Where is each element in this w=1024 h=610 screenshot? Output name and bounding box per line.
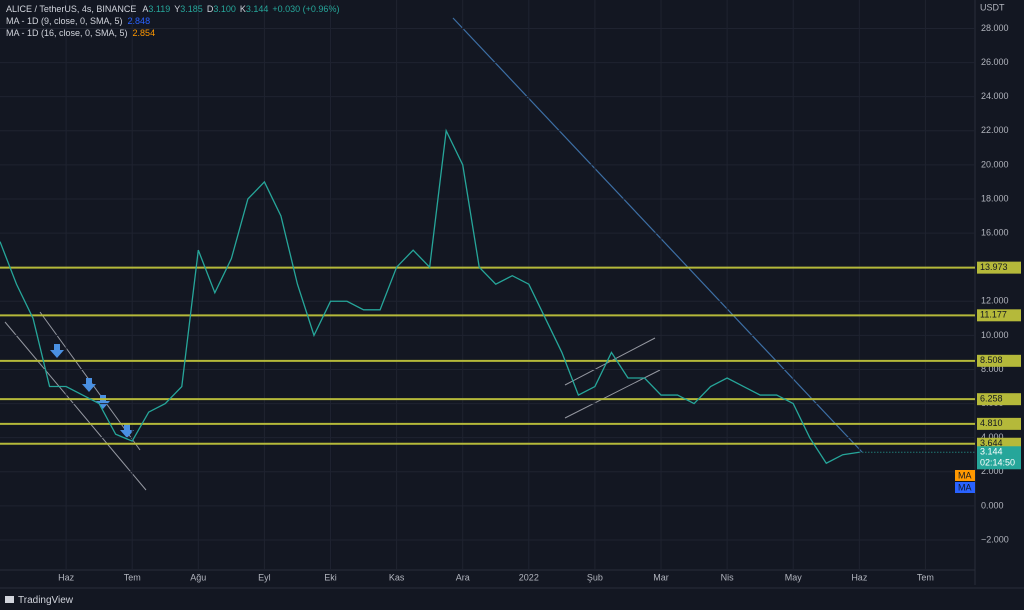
symbol: ALICE / TetherUS, 4s, BINANCE: [6, 4, 137, 14]
indicator-name: MA - 1D (9, close, 0, SMA, 5): [6, 16, 123, 26]
x-tick-label: May: [785, 572, 803, 582]
legend: ALICE / TetherUS, 4s, BINANCE A3.119 Y3.18…: [6, 3, 343, 39]
footer: TradingView: [18, 595, 74, 606]
indicator-row: MA - 1D (16, close, 0, SMA, 5) 2.854: [6, 27, 343, 39]
level-tag: [977, 354, 1021, 367]
level-label: 8.508: [980, 355, 1003, 365]
ma-badge: [955, 482, 975, 493]
y-tick-label: 22.000: [981, 125, 1009, 135]
y-tick-label: 18.000: [981, 193, 1009, 203]
indicator-value: 2.848: [127, 16, 151, 26]
x-tick-label: Kas: [389, 572, 405, 582]
x-tick-label: Eki: [324, 572, 337, 582]
last-price-label: 3.144: [980, 447, 1003, 457]
arrows: [50, 344, 134, 438]
indicator-name: MA - 1D (16, close, 0, SMA, 5): [6, 28, 128, 38]
y-tick-label: −2.000: [981, 534, 1009, 544]
level-label: 13.973: [980, 262, 1008, 272]
legend-row: ALICE / TetherUS, 4s, BINANCE A3.119 Y3.18…: [6, 3, 343, 15]
x-tick-label: Tem: [917, 572, 934, 582]
y-tick-label: 4.000: [981, 432, 1004, 442]
x-tick-label: Haz: [851, 572, 868, 582]
level-label: 11.177: [980, 310, 1007, 320]
ohlc-value: 3.144: [245, 4, 269, 14]
level-tag: [977, 393, 1021, 406]
level-tag: [977, 417, 1021, 430]
y-tick-label: 16.000: [981, 227, 1009, 237]
level-label: 6.258: [980, 394, 1003, 404]
channel-line: [4, 321, 147, 491]
indicator-row: MA - 1D (9, close, 0, SMA, 5) 2.848: [6, 15, 343, 27]
level-tag: [977, 309, 1021, 322]
ma-badge: [955, 470, 975, 481]
x-tick-label: Nis: [721, 572, 734, 582]
ohlc-key: K: [239, 4, 246, 14]
ohlc-key: Y: [174, 4, 181, 14]
price-line: [0, 128, 860, 465]
x-tick-label: Haz: [58, 572, 75, 582]
ohlc-key: D: [206, 4, 214, 14]
trend-line: [452, 17, 863, 453]
ohlc-key: A: [142, 4, 149, 14]
ohlc-value: 3.100: [213, 4, 236, 14]
level-tag: [977, 261, 1021, 274]
y-tick-label: 0.000: [981, 500, 1004, 510]
ohlc-value: 3.185: [180, 4, 203, 14]
x-tick-label: Ağu: [190, 572, 206, 582]
ma-badge-label: MA: [958, 470, 972, 480]
x-tick-label: 2022: [519, 572, 539, 582]
tv-logo: [5, 596, 14, 603]
x-tick-label: Ara: [456, 572, 470, 582]
x-tick-label: Eyl: [258, 572, 271, 582]
y-tick-label: 20.000: [981, 159, 1009, 169]
level-label: 4.810: [980, 418, 1003, 428]
y-tick-label: 12.000: [981, 296, 1009, 306]
y-tick-label: 10.000: [981, 330, 1009, 340]
x-tick-label: Mar: [653, 572, 669, 582]
y-tick-label: 8.000: [981, 364, 1004, 374]
y-tick-label: 26.000: [981, 57, 1009, 67]
y-tick-label: 2.000: [981, 466, 1004, 476]
x-tick-label: Şub: [587, 572, 603, 582]
change: +0.030 (+0.96%): [272, 4, 340, 14]
last-price-tag: [977, 446, 1021, 470]
y-tick-label: 28.000: [981, 23, 1009, 33]
level-label: 3.644: [980, 438, 1003, 448]
axis-unit: USDT: [980, 2, 1005, 12]
indicator-value: 2.854: [132, 28, 156, 38]
ohlc-value: 3.119: [148, 4, 171, 14]
x-tick-label: Tem: [124, 572, 141, 582]
ma-badge-label: MA: [958, 482, 972, 492]
countdown: 02:14:50: [980, 458, 1015, 468]
y-tick-label: 24.000: [981, 91, 1009, 101]
